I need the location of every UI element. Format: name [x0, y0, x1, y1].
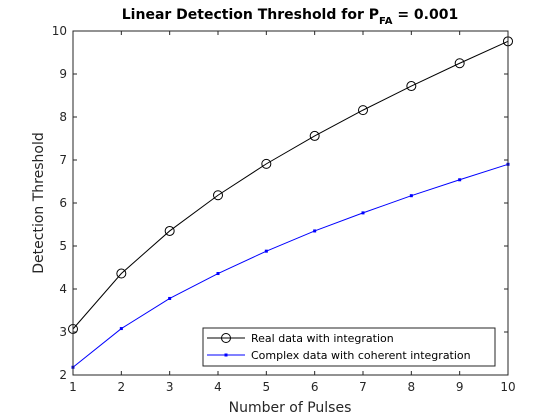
legend-marker-real — [221, 333, 231, 343]
plot-area — [73, 31, 508, 375]
series-0-point — [164, 225, 175, 236]
series-layer — [68, 36, 513, 369]
y-tick-label: 7 — [59, 153, 67, 167]
series-line-1 — [72, 163, 509, 368]
chart-title-subscript: FA — [379, 16, 393, 27]
x-tick-label: 4 — [214, 380, 222, 394]
y-tick-label: 10 — [52, 24, 67, 38]
legend-box — [202, 327, 496, 367]
x-tick-label: 9 — [456, 380, 464, 394]
series-line-0 — [72, 40, 509, 330]
x-tick-label: 8 — [408, 380, 416, 394]
y-tick-label: 5 — [59, 239, 67, 253]
y-tick-label: 9 — [59, 67, 67, 81]
legend-label-real: Real data with integration — [251, 332, 394, 345]
y-axis-ticks: 2 3 4 5 6 7 8 9 10 — [52, 24, 508, 382]
x-tick-label: 5 — [263, 380, 271, 394]
y-tick-label: 4 — [59, 282, 67, 296]
x-tick-label: 2 — [118, 380, 126, 394]
plot-frame — [72, 30, 509, 376]
series-0-point — [454, 58, 465, 69]
y-tick-label: 8 — [59, 110, 67, 124]
series-1-point — [409, 194, 413, 198]
series-0-point — [358, 105, 368, 116]
series-1-point — [458, 178, 462, 182]
series-1-point — [168, 296, 172, 300]
legend-marker-complex — [224, 353, 228, 357]
chart-title: Linear Detection Threshold for PFA = 0.0… — [122, 7, 458, 27]
legend: Real data with integration Complex data … — [202, 327, 496, 367]
series-1-point — [119, 327, 123, 331]
chart-title-prefix: Linear Detection Threshold for P — [122, 7, 379, 23]
y-tick-label: 6 — [59, 196, 67, 210]
series-0-point — [406, 81, 417, 92]
series-0-point — [309, 130, 320, 141]
y-tick-label: 2 — [59, 368, 67, 382]
x-tick-label: 3 — [166, 380, 174, 394]
x-tick-label: 10 — [500, 380, 515, 394]
x-tick-label: 7 — [359, 380, 367, 394]
series-1-point — [216, 272, 220, 276]
y-tick-label: 3 — [59, 325, 67, 339]
x-axis-label: Number of Pulses — [229, 400, 352, 416]
series-1-point — [361, 211, 365, 215]
x-tick-label: 1 — [69, 380, 77, 394]
series-0-point — [213, 190, 223, 201]
series-0-point — [261, 158, 272, 169]
y-axis-label: Detection Threshold — [31, 132, 47, 273]
series-1-point — [264, 249, 268, 253]
x-tick-label: 6 — [311, 380, 319, 394]
series-1-point — [313, 229, 317, 233]
series-0-point — [116, 268, 127, 279]
chart-title-suffix: = 0.001 — [392, 7, 458, 23]
legend-label-complex: Complex data with coherent integration — [251, 349, 471, 362]
